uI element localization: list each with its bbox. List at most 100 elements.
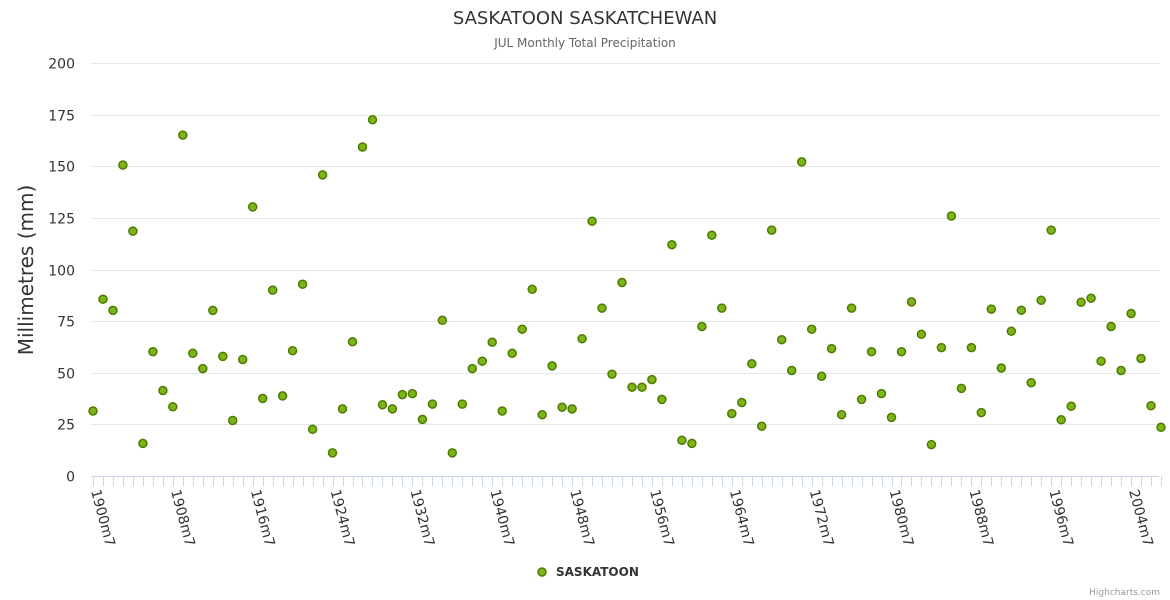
data-point[interactable] [98,294,108,304]
data-point[interactable] [886,412,897,423]
data-point[interactable] [347,337,358,347]
data-point[interactable] [567,404,577,414]
data-point[interactable] [966,342,977,353]
data-point[interactable] [956,383,967,394]
data-point[interactable] [766,225,777,235]
data-point[interactable] [776,334,787,345]
data-point[interactable] [627,382,637,392]
data-point[interactable] [737,397,747,408]
data-point[interactable] [178,130,188,140]
legend-item-saskatoon[interactable]: SASKATOON [556,565,639,579]
data-point[interactable] [557,402,567,412]
data-point[interactable] [148,346,158,357]
data-point[interactable] [577,333,587,344]
data-point[interactable] [1036,295,1046,306]
data-point[interactable] [437,315,448,326]
data-point[interactable] [976,407,987,418]
data-point[interactable] [527,284,537,295]
data-point[interactable] [876,388,887,399]
data-point[interactable] [487,337,497,347]
data-point[interactable] [128,226,138,236]
data-point[interactable] [367,115,378,125]
data-point[interactable] [247,202,258,212]
data-point[interactable] [707,230,717,240]
data-point[interactable] [936,342,947,353]
data-point[interactable] [607,369,617,379]
data-point[interactable] [427,399,438,409]
data-point[interactable] [88,406,98,416]
data-point[interactable] [208,305,218,316]
data-point[interactable] [786,365,797,376]
data-point[interactable] [1156,422,1166,433]
data-point[interactable] [417,414,428,425]
data-point[interactable] [337,404,348,414]
data-point[interactable] [457,399,468,409]
data-point[interactable] [637,382,647,392]
data-point[interactable] [896,346,907,357]
data-point[interactable] [1056,415,1066,425]
legend-marker[interactable] [537,567,547,577]
data-point[interactable] [547,361,557,371]
data-point[interactable] [846,303,857,313]
data-point[interactable] [597,303,607,313]
data-point[interactable] [1086,293,1096,303]
data-point[interactable] [477,356,488,366]
data-point[interactable] [237,354,248,365]
data-point[interactable] [297,279,308,289]
data-point[interactable] [1146,401,1156,411]
data-point[interactable] [1046,225,1056,235]
data-point[interactable] [687,438,697,449]
series-saskatoon[interactable] [88,115,1166,458]
data-point[interactable] [497,406,507,416]
data-point[interactable] [198,363,208,374]
data-point[interactable] [287,345,298,356]
data-point[interactable] [816,371,827,382]
data-point[interactable] [677,435,687,446]
data-point[interactable] [168,402,178,412]
data-point[interactable] [1126,308,1136,319]
data-point[interactable] [1006,326,1017,336]
data-point[interactable] [1076,297,1086,308]
data-point[interactable] [657,394,667,405]
data-point[interactable] [946,211,957,221]
data-point[interactable] [188,348,198,359]
data-point[interactable] [926,439,937,450]
data-point[interactable] [118,160,128,170]
data-point[interactable] [836,409,847,420]
data-point[interactable] [407,388,418,399]
data-point[interactable] [1136,353,1146,364]
data-point[interactable] [218,351,228,362]
data-point[interactable] [826,343,837,354]
data-point[interactable] [447,448,458,458]
data-point[interactable] [267,285,278,295]
data-point[interactable] [1106,321,1116,332]
data-point[interactable] [257,393,268,404]
data-point[interactable] [377,400,388,410]
data-point[interactable] [517,324,527,334]
data-point[interactable] [158,385,168,396]
data-point[interactable] [617,277,627,288]
data-point[interactable] [387,404,398,414]
data-point[interactable] [507,348,517,359]
data-point[interactable] [317,170,328,180]
data-point[interactable] [986,304,997,314]
data-point[interactable] [1116,365,1126,376]
data-point[interactable] [916,329,927,340]
data-point[interactable] [138,438,148,449]
data-point[interactable] [756,421,767,431]
data-point[interactable] [277,391,288,401]
data-point[interactable] [357,142,368,152]
data-point[interactable] [906,297,917,307]
data-point[interactable] [727,408,737,419]
data-point[interactable] [108,305,118,316]
data-point[interactable] [856,394,867,405]
data-point[interactable] [697,321,707,332]
data-point[interactable] [1096,356,1106,366]
data-point[interactable] [1016,305,1027,315]
data-point[interactable] [537,409,547,420]
data-point[interactable] [806,324,817,334]
data-point[interactable] [227,415,238,426]
data-point[interactable] [307,424,318,435]
data-point[interactable] [327,448,338,458]
legend[interactable]: SASKATOON [537,565,639,579]
